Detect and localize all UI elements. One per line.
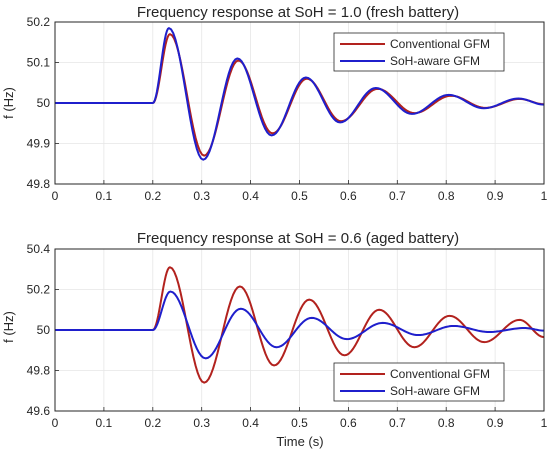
y-tick-label: 50.2 — [27, 15, 51, 29]
panel-top-ylabel: f (Hz) — [1, 87, 16, 119]
x-tick-label: 0.9 — [487, 189, 504, 203]
series-line-soh-aware-gfm — [55, 27, 545, 161]
x-tick-label: 0.2 — [144, 189, 161, 203]
y-tick-label: 49.8 — [27, 177, 51, 191]
y-tick-label: 49.6 — [27, 404, 51, 418]
panel-bottom-series — [55, 266, 545, 384]
x-tick-label: 0.6 — [340, 189, 357, 203]
panel-top-legend-box — [333, 32, 505, 72]
x-tick-label: 0.6 — [340, 416, 357, 430]
x-tick-label: 0.5 — [291, 416, 308, 430]
x-tick-label: 0.9 — [487, 416, 504, 430]
series-line-soh-aware-gfm — [55, 290, 545, 360]
panel-top-x-tick-labels: 0 0.1 0.2 0.3 0.4 0.5 0.6 0.7 0.8 0.9 1 — [52, 189, 548, 203]
x-tick-label: 0.4 — [242, 416, 259, 430]
x-tick-label: 0.7 — [389, 189, 406, 203]
panel-top-y-tick-labels: 49.8 49.9 50 50.1 50.2 — [27, 15, 51, 191]
y-tick-label: 50 — [37, 96, 51, 110]
panel-top-series — [55, 27, 545, 161]
x-tick-label: 1 — [541, 416, 548, 430]
panel-bottom-x-tick-labels: 0 0.1 0.2 0.3 0.4 0.5 0.6 0.7 0.8 0.9 1 — [52, 416, 548, 430]
panel-top-legend: Conventional GFM SoH-aware GFM — [333, 32, 505, 72]
panel-top-title: Frequency response at SoH = 1.0 (fresh b… — [137, 4, 459, 21]
x-tick-label: 0.8 — [438, 416, 455, 430]
x-tick-label: 0.3 — [193, 416, 210, 430]
x-tick-label: 0.8 — [438, 189, 455, 203]
panel-bottom-axes-box — [54, 248, 545, 412]
x-tick-label: 0.4 — [242, 189, 259, 203]
x-tick-label: 1 — [541, 189, 548, 203]
panel-bottom: Frequency response at SoH = 0.6 (aged ba… — [1, 230, 548, 449]
x-tick-label: 0 — [52, 416, 59, 430]
x-tick-label: 0 — [52, 189, 59, 203]
y-tick-label: 50 — [37, 323, 51, 337]
panel-top-axes-box — [54, 21, 545, 185]
x-tick-label: 0.1 — [96, 416, 113, 430]
panel-bottom-legend-label-soh-aware: SoH-aware GFM — [390, 384, 480, 398]
panel-top: Frequency response at SoH = 1.0 (fresh b… — [1, 4, 548, 203]
panel-bottom-ylabel: f (Hz) — [1, 311, 16, 343]
y-tick-label: 49.9 — [27, 137, 51, 151]
panel-bottom-legend: Conventional GFM SoH-aware GFM — [333, 362, 505, 402]
panel-bottom-xlabel: Time (s) — [276, 434, 323, 449]
x-tick-label: 0.2 — [144, 416, 161, 430]
y-tick-label: 50.1 — [27, 56, 51, 70]
panel-bottom-legend-box — [333, 362, 505, 402]
panel-bottom-title: Frequency response at SoH = 0.6 (aged ba… — [137, 230, 459, 247]
panel-top-legend-label-soh-aware: SoH-aware GFM — [390, 54, 480, 68]
x-tick-label: 0.7 — [389, 416, 406, 430]
x-tick-label: 0.3 — [193, 189, 210, 203]
y-tick-label: 50.4 — [27, 242, 51, 256]
panel-top-legend-label-conventional: Conventional GFM — [390, 37, 490, 51]
x-tick-label: 0.5 — [291, 189, 308, 203]
y-tick-label: 49.8 — [27, 364, 51, 378]
panel-bottom-legend-label-conventional: Conventional GFM — [390, 367, 490, 381]
y-tick-label: 50.2 — [27, 283, 51, 297]
x-tick-label: 0.1 — [96, 189, 113, 203]
panel-bottom-y-tick-labels: 49.6 49.8 50 50.2 50.4 — [27, 242, 51, 418]
